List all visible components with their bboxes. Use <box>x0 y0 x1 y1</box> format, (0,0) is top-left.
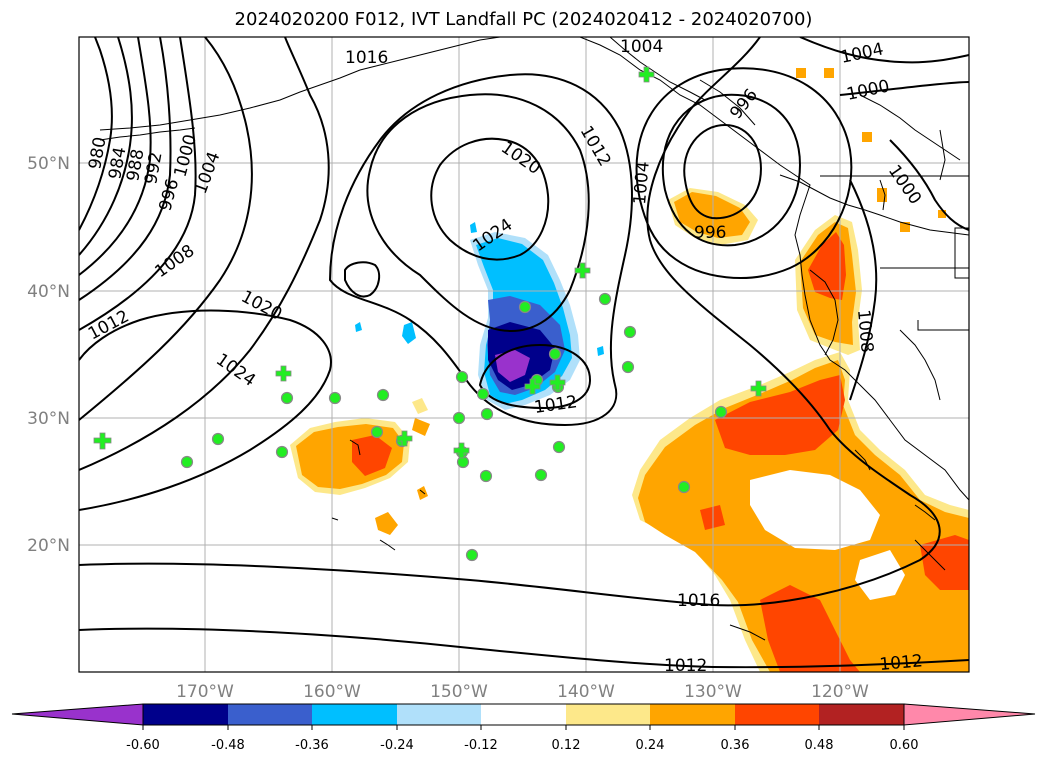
station-circle <box>518 300 532 314</box>
colorbar-segment <box>312 704 397 725</box>
station-plus <box>93 432 112 450</box>
isobar-label: 996 <box>694 223 726 243</box>
colorbar-segment <box>735 704 819 725</box>
colorbar-tick-label: -0.24 <box>380 738 414 753</box>
station-circle <box>677 480 691 494</box>
colorbar-tick-label: -0.12 <box>464 738 498 753</box>
colorbar-tick-label: 0.36 <box>721 738 750 753</box>
station-circle <box>552 440 566 454</box>
station-plus <box>574 262 591 279</box>
station-circle <box>275 445 289 459</box>
colorbar-ticks <box>142 725 905 730</box>
station-circle <box>534 468 548 482</box>
colorbar-tick-label: -0.36 <box>295 738 329 753</box>
lat-label-20n: 20°N <box>27 536 70 556</box>
isobar-label: 1016 <box>677 591 720 611</box>
station-plus <box>638 66 655 83</box>
lon-label-120w: 120°W <box>811 682 869 702</box>
isobars <box>79 37 969 669</box>
colorbar-extend-max <box>903 703 1036 726</box>
colorbar-tick-label: 0.24 <box>636 738 665 753</box>
station-plus <box>396 430 413 447</box>
isobar-label: 1004 <box>620 37 663 57</box>
isobar-label: 1008 <box>853 309 877 354</box>
colorbar-segment <box>650 704 735 725</box>
map-frame <box>78 36 970 673</box>
station-plus <box>453 442 470 459</box>
colorbar-tick-label: -0.48 <box>211 738 245 753</box>
station-plus <box>549 374 566 391</box>
lon-label-130w: 130°W <box>684 682 742 702</box>
station-circle <box>480 407 494 421</box>
colorbar-tick-label: -0.60 <box>126 738 160 753</box>
station-markers <box>180 292 728 562</box>
colorbar-segment <box>481 704 566 725</box>
colorbar-segment <box>819 704 904 725</box>
isobar-label: 1016 <box>345 48 388 68</box>
station-circle <box>479 469 493 483</box>
lat-label-40n: 40°N <box>27 282 70 302</box>
coastlines <box>99 37 969 641</box>
colorbar-extend-min <box>11 703 144 726</box>
station-circle <box>714 405 728 419</box>
station-circle <box>211 432 225 446</box>
isobar-label: 1012 <box>879 651 924 675</box>
lon-label-150w: 150°W <box>430 682 488 702</box>
station-circle <box>476 387 490 401</box>
map-panel: 1016 1004 1004 1000 996 980 984 988 992 … <box>79 37 969 676</box>
colorbar-segment <box>566 704 650 725</box>
station-circle <box>280 391 294 405</box>
station-circle <box>465 548 479 562</box>
colorbar-segment <box>228 704 312 725</box>
station-circle <box>623 325 637 339</box>
station-circle <box>548 347 562 361</box>
colorbar-tick-label: 0.48 <box>805 738 834 753</box>
lon-label-170w: 170°W <box>176 682 234 702</box>
station-plus <box>524 378 541 395</box>
isobar-label: 1004 <box>630 161 654 206</box>
colorbar: -0.60 -0.48 -0.36 -0.24 -0.12 0.12 0.24 … <box>11 703 1036 753</box>
map-title: 2024020200 F012, IVT Landfall PC (202402… <box>234 9 813 30</box>
station-plus <box>750 380 767 397</box>
station-circle <box>370 425 384 439</box>
station-circle <box>376 388 390 402</box>
station-circle <box>328 391 342 405</box>
colorbar-tick-label: 0.60 <box>890 738 919 753</box>
longitude-labels: 170°W 160°W 150°W 140°W 130°W 120°W <box>176 682 869 702</box>
isobar-label: 1012 <box>664 656 707 676</box>
station-plus <box>275 365 292 382</box>
station-circle <box>452 411 466 425</box>
station-circle <box>598 292 612 306</box>
lat-label-50n: 50°N <box>27 154 70 174</box>
station-circle <box>180 455 194 469</box>
station-circle <box>455 370 469 384</box>
colorbar-segment <box>143 704 228 725</box>
lat-label-30n: 30°N <box>27 409 70 429</box>
latitude-labels: 50°N 40°N 30°N 20°N <box>27 154 70 556</box>
colorbar-tick-label: 0.12 <box>552 738 581 753</box>
station-plus-markers <box>93 66 767 459</box>
colorbar-segment <box>397 704 481 725</box>
lon-label-140w: 140°W <box>557 682 615 702</box>
lon-label-160w: 160°W <box>303 682 361 702</box>
colorbar-outline <box>142 703 905 726</box>
station-circle <box>621 360 635 374</box>
